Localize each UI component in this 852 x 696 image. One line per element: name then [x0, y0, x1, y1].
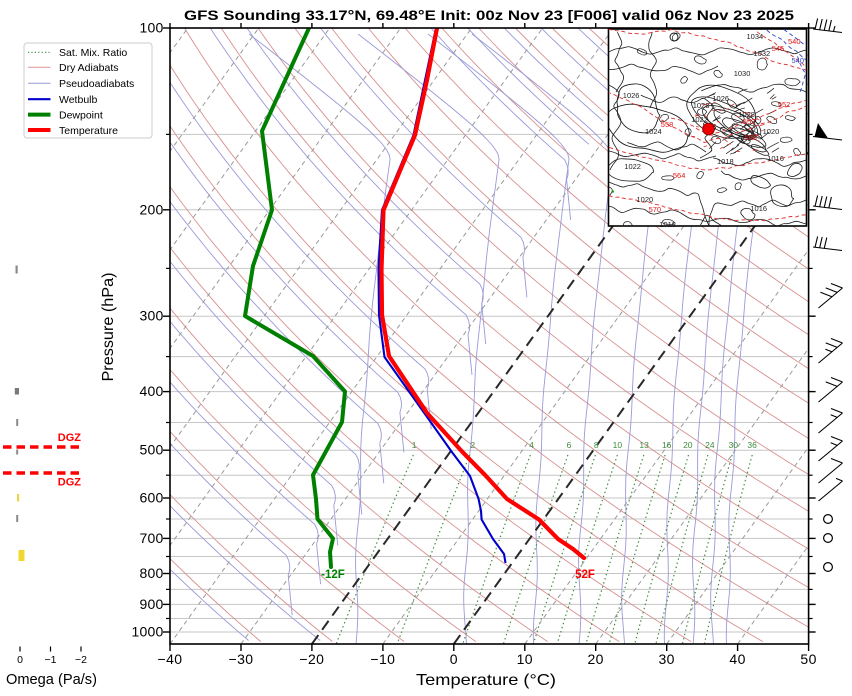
svg-text:570: 570	[649, 205, 662, 214]
svg-text:1030: 1030	[734, 69, 751, 78]
svg-text:Temperature (°C): Temperature (°C)	[416, 672, 556, 689]
svg-text:Omega (Pa/s): Omega (Pa/s)	[6, 671, 97, 688]
svg-text:558: 558	[744, 133, 757, 142]
svg-text:10: 10	[517, 651, 533, 667]
svg-text:50: 50	[800, 651, 816, 667]
svg-text:6: 6	[567, 440, 572, 450]
svg-text:8: 8	[594, 440, 599, 450]
svg-text:13: 13	[639, 440, 649, 450]
svg-text:0: 0	[450, 651, 458, 667]
svg-text:Wetbulb: Wetbulb	[59, 94, 97, 106]
svg-text:Pseudoadiabats: Pseudoadiabats	[59, 78, 134, 90]
svg-text:1018: 1018	[717, 157, 734, 166]
svg-text:40: 40	[729, 651, 745, 667]
svg-text:300: 300	[140, 308, 164, 324]
svg-text:24: 24	[705, 440, 715, 450]
svg-text:200: 200	[140, 201, 164, 217]
svg-text:1026: 1026	[712, 94, 729, 103]
svg-text:1024: 1024	[645, 127, 662, 136]
svg-text:1026: 1026	[623, 91, 640, 100]
svg-text:546: 546	[772, 44, 785, 53]
svg-text:552: 552	[743, 117, 756, 126]
svg-text:1000: 1000	[132, 624, 164, 640]
svg-text:1034: 1034	[747, 32, 764, 41]
svg-text:0: 0	[17, 654, 23, 666]
svg-text:540: 540	[788, 37, 801, 46]
svg-text:−40: −40	[158, 651, 183, 667]
svg-text:1018: 1018	[659, 220, 676, 229]
svg-text:20: 20	[588, 651, 604, 667]
svg-text:600: 600	[140, 490, 164, 506]
svg-text:GFS Sounding 33.17°N, 69.48°E: GFS Sounding 33.17°N, 69.48°E Init: 00z …	[184, 8, 795, 23]
svg-text:1032: 1032	[754, 49, 771, 58]
svg-text:100: 100	[140, 20, 164, 36]
svg-text:−30: −30	[229, 651, 254, 667]
svg-text:30: 30	[729, 440, 739, 450]
svg-text:10: 10	[613, 440, 623, 450]
svg-text:2: 2	[470, 440, 475, 450]
svg-text:-12F: -12F	[321, 569, 345, 581]
svg-text:540: 540	[792, 56, 805, 65]
svg-text:1: 1	[412, 440, 417, 450]
svg-text:DGZ: DGZ	[58, 477, 82, 489]
svg-text:−1: −1	[45, 654, 57, 666]
svg-text:30: 30	[659, 651, 675, 667]
svg-text:20: 20	[683, 440, 693, 450]
svg-text:1020: 1020	[763, 127, 780, 136]
svg-text:4: 4	[529, 440, 534, 450]
svg-text:1022: 1022	[691, 115, 708, 124]
svg-text:Pressure (hPa): Pressure (hPa)	[100, 273, 117, 382]
svg-text:1020: 1020	[637, 195, 654, 204]
svg-text:Temperature: Temperature	[59, 125, 118, 137]
svg-text:564: 564	[673, 171, 686, 180]
svg-text:1016: 1016	[750, 204, 767, 213]
svg-text:16: 16	[662, 440, 672, 450]
svg-text:Dry Adiabats: Dry Adiabats	[59, 62, 119, 74]
svg-text:552: 552	[778, 100, 791, 109]
svg-text:1028: 1028	[693, 101, 710, 110]
svg-text:−10: −10	[370, 651, 395, 667]
svg-text:800: 800	[140, 565, 164, 581]
svg-text:1016: 1016	[767, 154, 784, 163]
svg-text:1022: 1022	[624, 162, 641, 171]
svg-text:900: 900	[140, 596, 164, 612]
svg-text:400: 400	[140, 383, 164, 399]
svg-text:36: 36	[747, 440, 757, 450]
svg-text:−20: −20	[299, 651, 324, 667]
svg-text:500: 500	[140, 442, 164, 458]
svg-text:558: 558	[661, 120, 674, 129]
svg-text:−2: −2	[75, 654, 87, 666]
svg-text:Dewpoint: Dewpoint	[59, 109, 103, 121]
svg-text:DGZ: DGZ	[58, 432, 82, 444]
svg-text:52F: 52F	[575, 569, 595, 581]
svg-text:Sat. Mix. Ratio: Sat. Mix. Ratio	[59, 47, 127, 59]
svg-text:700: 700	[140, 530, 164, 546]
